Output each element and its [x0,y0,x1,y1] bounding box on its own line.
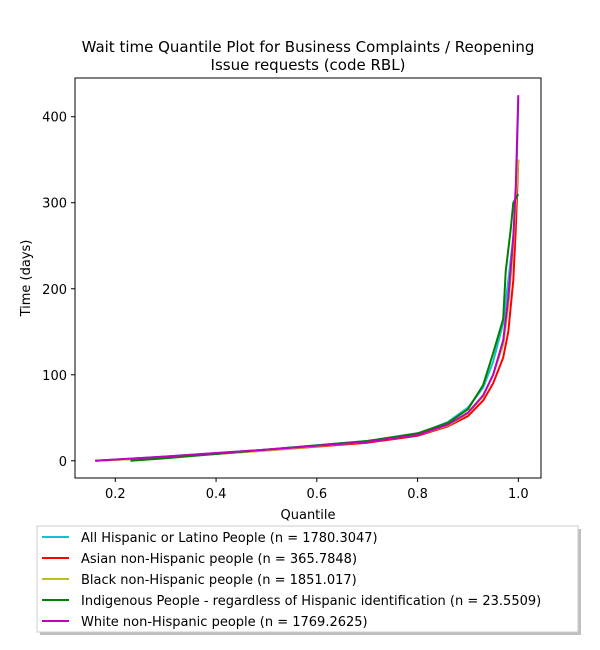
legend-label: Black non-Hispanic people (n = 1851.017) [81,573,357,588]
legend-label: White non-Hispanic people (n = 1769.2625… [81,615,368,630]
legend: All Hispanic or Latino People (n = 1780.… [36,525,581,635]
series-line-4 [95,95,520,462]
plot-frame [74,77,542,479]
x-tick-label: 0.2 [105,487,126,502]
y-tick-label: 200 [42,283,67,298]
x-tick-label: 0.8 [407,487,428,502]
x-tick-label: 1.0 [508,487,529,502]
x-axis-ticks: 0.2 0.4 0.6 0.8 1.0 [105,478,529,502]
series-lines [95,95,520,462]
series-line-2 [95,159,520,462]
chart-title-line-1: Wait time Quantile Plot for Business Com… [82,38,535,56]
x-tick-label: 0.6 [306,487,327,502]
x-axis-label: Quantile [281,508,336,523]
y-tick-label: 400 [42,111,67,126]
legend-box [36,525,579,633]
series-line-0 [95,99,520,462]
y-tick-label: 300 [42,197,67,212]
legend-label: All Hispanic or Latino People (n = 1780.… [81,531,378,546]
legend-label: Indigenous People - regardless of Hispan… [81,594,541,609]
y-tick-label: 100 [42,369,67,384]
y-axis-ticks: 0 100 200 300 400 [42,111,75,470]
plot-area [74,77,542,479]
x-tick-label: 0.4 [206,487,227,502]
legend-label: Asian non-Hispanic people (n = 365.7848) [81,552,357,567]
y-tick-label: 0 [59,455,67,470]
series-line-1 [95,159,520,462]
y-axis-label: Time (days) [19,240,34,318]
chart-title-line-2: Issue requests (code RBL) [211,56,406,74]
